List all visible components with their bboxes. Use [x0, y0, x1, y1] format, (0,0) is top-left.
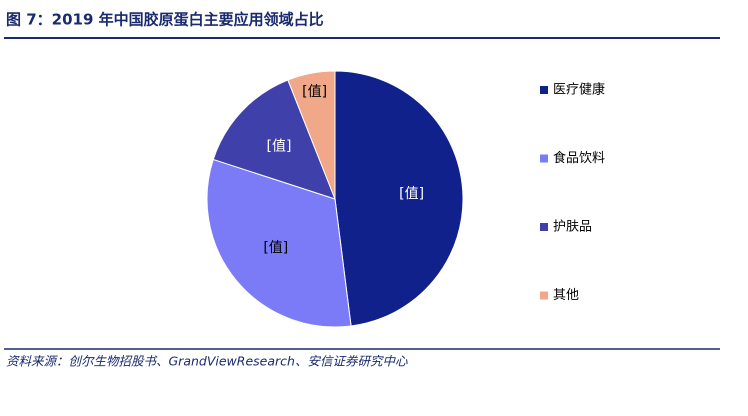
pie-slice — [212, 79, 336, 200]
data-label: [值] — [399, 186, 424, 202]
data-label: [值] — [263, 240, 288, 256]
legend-swatch — [540, 291, 548, 300]
chart-title: 图 7：2019 年中国胶原蛋白主要应用领域占比 — [6, 11, 324, 29]
pie-slice — [287, 70, 336, 200]
legend-swatch — [540, 86, 548, 94]
pie-slice — [206, 158, 352, 328]
pie-slice — [334, 70, 464, 327]
legend-swatch — [540, 223, 548, 231]
legend-label: 医疗健康 — [553, 82, 605, 98]
legend-label: 其他 — [553, 288, 579, 303]
source-note: 资料来源：创尔生物招股书、GrandViewResearch、安信证券研究中心 — [6, 354, 408, 369]
legend-swatch — [540, 154, 548, 163]
data-label: [值] — [267, 138, 292, 154]
legend-label: 食品饮料 — [553, 150, 605, 166]
legend-label: 护肤品 — [553, 220, 592, 235]
data-label: [值] — [302, 84, 327, 100]
